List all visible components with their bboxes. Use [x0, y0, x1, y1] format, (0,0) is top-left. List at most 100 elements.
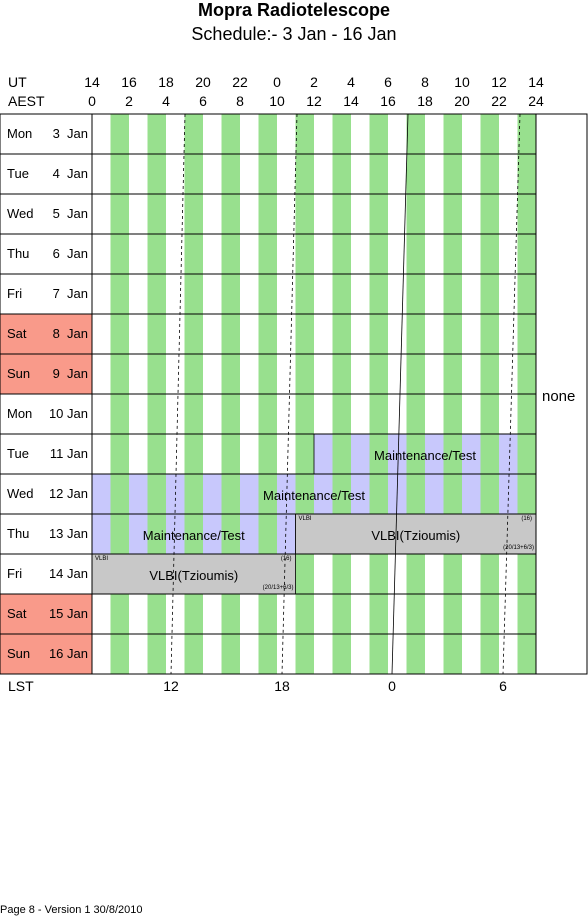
vlbi-count: (16) [521, 516, 532, 522]
day-of-week: Wed [7, 206, 34, 221]
ut-tick-label: 10 [454, 74, 470, 90]
maintenance-stripe [221, 514, 240, 554]
maintenance-stripe [517, 434, 536, 474]
day-of-week: Thu [7, 526, 30, 541]
maintenance-label: Maintenance/Test [142, 528, 245, 543]
ut-tick-label: 2 [310, 74, 318, 90]
ut-tick-label: 20 [195, 74, 211, 90]
ut-tick-label: 14 [84, 74, 100, 90]
aest-tick-label: 4 [162, 93, 170, 109]
aest-tick-label: 14 [343, 93, 359, 109]
maintenance-stripe [110, 514, 129, 554]
maintenance-stripe [332, 474, 351, 514]
vlbi-count: (16) [280, 556, 292, 562]
day-of-week: Sat [7, 606, 27, 621]
maintenance-stripe [332, 434, 351, 474]
weekend-cell [0, 634, 92, 674]
vlbi-label: VLBI(Tzioumis) [371, 528, 461, 543]
day-date: 12 Jan [48, 486, 88, 501]
day-date: 8 Jan [52, 326, 88, 341]
side-note-box [535, 113, 588, 675]
vlbi-block [295, 514, 536, 554]
aest-tick-label: 6 [199, 93, 207, 109]
aest-tick-label: 18 [417, 93, 433, 109]
page-title: Mopra Radiotelescope [197, 0, 391, 20]
vlbi-tag: VLBI [298, 516, 312, 522]
ut-label: UT [8, 74, 27, 90]
day-date: 3 Jan [52, 126, 88, 141]
day-of-week: Fri [7, 566, 23, 581]
aest-tick-label: 0 [88, 93, 96, 109]
lst-tick-label: 0 [388, 678, 396, 694]
day-date: 14 Jan [48, 566, 88, 581]
vlbi-block [92, 554, 296, 594]
maintenance-stripe [295, 474, 314, 514]
aest-tick-label: 24 [528, 93, 544, 109]
maintenance-label: Maintenance/Test [374, 448, 476, 463]
maintenance-stripe [147, 474, 166, 514]
ut-tick-label: 6 [384, 74, 392, 90]
ut-tick-label: 4 [347, 74, 355, 90]
ut-tick-label: 12 [491, 74, 507, 90]
vlbi-tag: VLBI [95, 556, 109, 562]
day-date: 4 Jan [52, 166, 88, 181]
day-date: 10 Jan [48, 406, 88, 421]
ut-tick-label: 8 [421, 74, 429, 90]
lst-tick-label: 12 [163, 678, 179, 694]
day-of-week: Tue [7, 446, 29, 461]
day-of-week: Mon [7, 126, 33, 141]
lst-tick-label: 18 [274, 678, 290, 694]
weekend-cell [0, 314, 92, 354]
aest-tick-label: 2 [125, 93, 133, 109]
ut-tick-label: 0 [273, 74, 281, 90]
day-date: 6 Jan [52, 246, 88, 261]
maintenance-stripe [406, 434, 425, 474]
maintenance-stripe [221, 474, 240, 514]
aest-tick-label: 12 [306, 93, 322, 109]
day-of-week: Sun [7, 646, 31, 661]
maintenance-stripe [369, 434, 388, 474]
aest-tick-label: 16 [380, 93, 396, 109]
day-date: 11 Jan [49, 446, 88, 461]
aest-tick-label: 22 [491, 93, 507, 109]
aest-tick-label: 10 [269, 93, 285, 109]
day-of-week: Mon [7, 406, 33, 421]
day-of-week: Fri [7, 286, 23, 301]
aest-tick-label: 20 [454, 93, 470, 109]
maintenance-stripe [369, 474, 388, 514]
weekend-cell [0, 594, 92, 634]
ut-tick-label: 16 [121, 74, 137, 90]
ut-tick-label: 22 [232, 74, 248, 90]
vlbi-dates: (20/13+6/3) [262, 585, 294, 591]
day-date: 15 Jan [48, 606, 88, 621]
footer-version: Page 8 - Version 1 30/8/2010 [0, 904, 143, 916]
day-date: 16 Jan [48, 646, 88, 661]
day-of-week: Wed [7, 486, 34, 501]
day-date: 9 Jan [52, 366, 88, 381]
maintenance-stripe [258, 474, 277, 514]
side-note: none [542, 388, 576, 405]
maintenance-stripe [184, 514, 203, 554]
day-of-week: Sat [7, 326, 27, 341]
day-of-week: Tue [7, 166, 29, 181]
maintenance-stripe [443, 434, 462, 474]
weekend-cell [0, 354, 92, 394]
page-subtitle: Schedule:- 3 Jan - 16 Jan [191, 24, 397, 44]
maintenance-stripe [406, 474, 425, 514]
lst-label: LST [8, 678, 34, 694]
aest-label: AEST [8, 93, 45, 109]
day-of-week: Thu [7, 246, 30, 261]
maintenance-stripe [110, 474, 129, 514]
day-date: 13 Jan [48, 526, 88, 541]
day-date: 5 Jan [52, 206, 88, 221]
day-date: 7 Jan [52, 286, 88, 301]
maintenance-stripe [443, 474, 462, 514]
maintenance-stripe [184, 474, 203, 514]
maintenance-label: Maintenance/Test [263, 488, 365, 503]
maintenance-stripe [258, 514, 277, 554]
vlbi-label: VLBI(Tzioumis) [149, 568, 239, 583]
maintenance-stripe [480, 474, 499, 514]
maintenance-stripe [147, 514, 166, 554]
maintenance-stripe [480, 434, 499, 474]
